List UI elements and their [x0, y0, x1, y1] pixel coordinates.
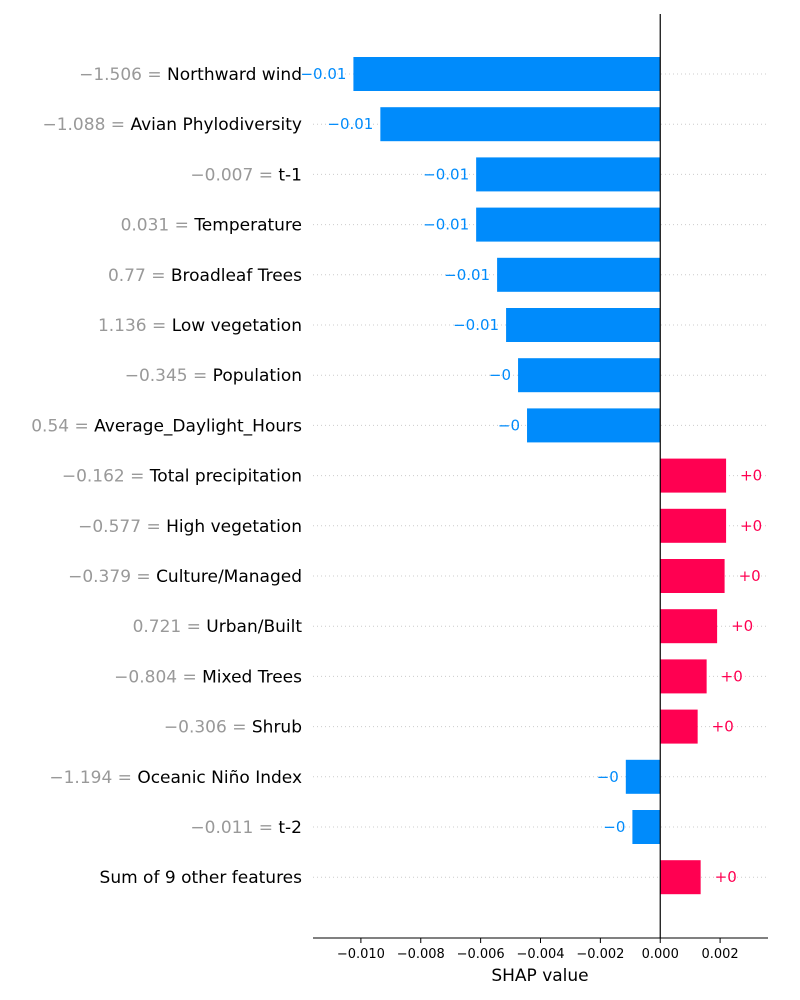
feature-label: 0.031 = Temperature — [121, 216, 302, 236]
bar-value-label: −0.01 — [327, 115, 373, 133]
shap-bar — [506, 308, 661, 342]
x-tick-label: 0.000 — [642, 947, 679, 962]
bar-value-label: +0 — [731, 617, 753, 635]
feature-label: −0.577 = High vegetation — [78, 517, 302, 537]
bar-value-label: −0 — [489, 366, 511, 384]
shap-bar — [660, 559, 725, 593]
feature-name: Northward wind — [167, 65, 302, 85]
feature-label: 0.721 = Urban/Built — [133, 617, 303, 637]
shap-bar — [625, 759, 661, 794]
bar-value-label: +0 — [712, 718, 734, 736]
feature-name: Urban/Built — [206, 617, 302, 637]
feature-label: Sum of 9 other features — [100, 868, 303, 888]
feature-label: −1.088 = Avian Phylodiversity — [42, 115, 302, 135]
feature-label: −0.007 = t-1 — [190, 165, 302, 185]
feature-value-text: 0.54 = — [31, 416, 94, 436]
x-tick-label: 0.002 — [701, 947, 738, 962]
feature-name: Mixed Trees — [202, 667, 302, 687]
x-axis-label: SHAP value — [491, 966, 588, 986]
shap-bar — [660, 659, 707, 694]
shap-bar — [497, 257, 661, 292]
x-tick-label: −0.008 — [397, 947, 445, 962]
bar-value-label: −0.01 — [453, 316, 499, 334]
bar-value-label: −0 — [597, 768, 619, 786]
feature-value-text: 0.031 = — [121, 216, 195, 236]
bar-value-label: +0 — [740, 467, 762, 485]
feature-label: −0.804 = Mixed Trees — [114, 667, 302, 687]
feature-label: 0.54 = Average_Daylight_Hours — [31, 416, 302, 436]
shap-bar — [660, 609, 718, 644]
x-tick-label: −0.002 — [576, 947, 624, 962]
bar-value-label: −0.01 — [423, 216, 469, 234]
feature-name: Broadleaf Trees — [171, 266, 302, 286]
shap-bar — [476, 207, 661, 242]
bar-value-label: +0 — [739, 567, 761, 585]
shap-bar — [660, 860, 701, 895]
shap-bar — [660, 458, 727, 493]
bars: −0.01 −0.01 −0.01 −0.01 −0.01 −0.01 −0 −0 +0 +0 +0… — [300, 57, 762, 895]
feature-labels: −1.506 = Northward wind −1.088 = Avian Ph… — [31, 65, 302, 888]
shap-bar — [380, 107, 661, 142]
x-tick-label: −0.010 — [337, 947, 385, 962]
feature-value-text: −0.804 = — [114, 667, 202, 687]
feature-value-text: −0.345 = — [125, 366, 213, 386]
shap-bar — [476, 157, 661, 192]
feature-name: Total precipitation — [149, 467, 302, 487]
feature-name: t-2 — [278, 818, 302, 838]
feature-name: Low vegetation — [172, 316, 302, 336]
feature-label: −1.194 = Oceanic Niño Index — [49, 768, 302, 788]
feature-value-text: −0.162 = — [62, 467, 150, 487]
feature-label: −0.345 = Population — [125, 366, 302, 386]
feature-label: −0.162 = Total precipitation — [62, 467, 302, 487]
x-tick-label: −0.004 — [516, 947, 564, 962]
bar-value-label: −0.01 — [300, 65, 346, 83]
feature-name: Sum of 9 other features — [100, 868, 303, 888]
feature-label: −0.011 = t-2 — [190, 818, 302, 838]
shap-bar — [518, 358, 661, 393]
feature-name: Population — [213, 366, 302, 386]
feature-name: Culture/Managed — [156, 567, 302, 587]
bar-value-label: +0 — [715, 868, 737, 886]
feature-name: Average_Daylight_Hours — [94, 416, 302, 436]
feature-name: Oceanic Niño Index — [137, 768, 302, 788]
feature-value-text: 1.136 = — [98, 316, 172, 336]
feature-label: 1.136 = Low vegetation — [98, 316, 302, 336]
bar-value-label: −0.01 — [444, 266, 490, 284]
feature-label: −0.306 = Shrub — [164, 718, 302, 738]
shap-bar — [632, 810, 661, 844]
x-tick-label: −0.006 — [457, 947, 505, 962]
bar-value-label: −0 — [603, 818, 625, 836]
shap-bar — [660, 709, 698, 744]
feature-name: Avian Phylodiversity — [130, 115, 302, 135]
feature-value-text: 0.721 = — [133, 617, 207, 637]
feature-label: −0.379 = Culture/Managed — [68, 567, 302, 587]
shap-bar — [527, 408, 661, 443]
feature-value-text: −0.379 = — [68, 567, 156, 587]
feature-value-text: −0.011 = — [190, 818, 278, 838]
feature-name: t-1 — [278, 165, 302, 185]
bar-value-label: +0 — [721, 667, 743, 685]
shap-bar — [660, 508, 727, 543]
feature-label: 0.77 = Broadleaf Trees — [108, 266, 302, 286]
feature-name: Temperature — [193, 216, 302, 236]
feature-value-text: −0.007 = — [190, 165, 278, 185]
bar-value-label: +0 — [740, 517, 762, 535]
x-axis: −0.010 −0.008 −0.006 −0.004 −0.002 0.000 0.002 — [313, 14, 768, 962]
feature-value-text: −1.506 = — [79, 65, 167, 85]
feature-value-text: −0.577 = — [78, 517, 166, 537]
feature-name: Shrub — [252, 718, 302, 738]
feature-value-text: 0.77 = — [108, 266, 171, 286]
feature-label: −1.506 = Northward wind — [79, 65, 302, 85]
bar-value-label: −0.01 — [423, 165, 469, 183]
bar-value-label: −0 — [498, 416, 520, 434]
feature-value-text: −0.306 = — [164, 718, 252, 738]
feature-value-text: −1.194 = — [49, 768, 137, 788]
shap-bar — [353, 57, 661, 91]
feature-name: High vegetation — [166, 517, 302, 537]
feature-value-text: −1.088 = — [42, 115, 130, 135]
